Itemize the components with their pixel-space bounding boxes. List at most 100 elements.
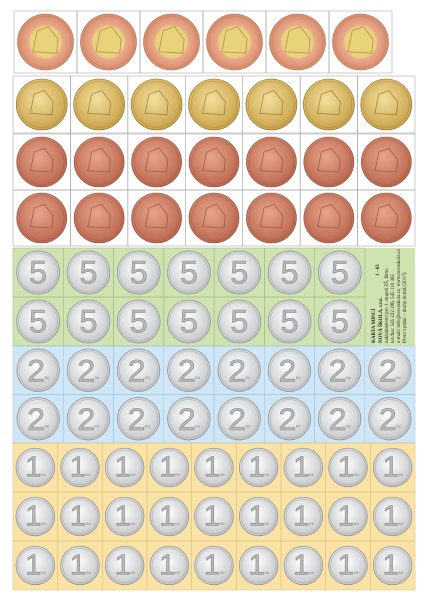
coin: 1 Kč xyxy=(194,447,234,488)
coin-unit: Kč xyxy=(296,375,301,380)
coin-body xyxy=(318,397,362,441)
coin-body xyxy=(238,447,279,488)
coin-numeral: 1 xyxy=(204,452,220,484)
coin-relief xyxy=(87,203,111,229)
coin-rim xyxy=(305,81,353,128)
coin-relief xyxy=(158,26,185,54)
coin: 2 Kč xyxy=(117,348,161,392)
coin: 1 Kč xyxy=(238,447,279,488)
coin: 5 xyxy=(16,299,60,344)
coin: 1 Kč xyxy=(283,447,324,488)
coin-unit: Kč xyxy=(41,570,46,575)
coin-numeral: 2 xyxy=(379,352,397,388)
coin-numeral: 2 xyxy=(128,401,146,437)
coin-unit: Kč xyxy=(309,521,314,526)
coin-rim xyxy=(375,498,411,535)
coin-numeral: 1 xyxy=(159,550,175,582)
coin: 1 Kč xyxy=(372,545,413,586)
coin xyxy=(130,78,183,131)
coin-rim xyxy=(169,350,209,390)
coin-body xyxy=(194,447,234,488)
coin-rim xyxy=(285,449,321,486)
coin-unit: Kč xyxy=(246,375,251,380)
coin-body xyxy=(73,136,125,188)
coin-body xyxy=(149,545,190,586)
coin-body xyxy=(303,78,355,131)
coin-relief xyxy=(347,26,374,54)
coin-body xyxy=(328,545,368,586)
coin-relief xyxy=(87,89,112,116)
coin-body xyxy=(372,496,413,537)
coin-body xyxy=(66,348,110,392)
coin-unit: Kč xyxy=(309,570,314,575)
coin-body xyxy=(217,348,261,392)
coin-rim xyxy=(196,547,232,584)
coin-body xyxy=(188,136,240,188)
coin-rim xyxy=(330,449,366,486)
coin-rim xyxy=(68,252,109,293)
coin-numeral: 2 xyxy=(128,352,146,388)
publisher: NOVÁ ŠKOLA, s.r.o. xyxy=(378,296,384,343)
coin-unit: Kč xyxy=(145,375,150,380)
coin-numeral: 2 xyxy=(279,401,297,437)
coin-rim xyxy=(19,16,72,68)
coin-rim xyxy=(62,449,98,486)
coin-numeral: 1 xyxy=(338,550,354,582)
coin-rim xyxy=(107,547,143,584)
coin-numeral: 1 xyxy=(70,550,86,582)
coin-unit: Kč xyxy=(95,375,100,380)
coin-unit: Kč xyxy=(145,424,150,429)
coin: 2 Kč xyxy=(167,397,211,441)
coin: 1 Kč xyxy=(104,545,145,586)
coin-numeral: 5 xyxy=(180,255,198,291)
coin-rim xyxy=(18,350,58,390)
coin-body xyxy=(328,447,368,488)
coin-rim xyxy=(107,449,143,486)
coin-body xyxy=(104,447,145,488)
coin: 2 Kč xyxy=(217,397,261,441)
coin-unit: Kč xyxy=(264,521,269,526)
coin-rim xyxy=(119,252,159,293)
coin-unit: Kč xyxy=(86,521,91,526)
cell xyxy=(370,540,416,591)
coin-body xyxy=(167,299,211,344)
coin: 1 Kč xyxy=(104,496,145,537)
coin-relief xyxy=(87,147,111,173)
coin-numeral: 2 xyxy=(329,401,347,437)
coin-body xyxy=(217,397,261,441)
coin-rim xyxy=(119,301,159,342)
coin-rim xyxy=(68,399,108,439)
coin: 5 xyxy=(318,299,362,344)
coin-body xyxy=(143,13,200,71)
coin: 5 xyxy=(167,299,211,344)
coin-body xyxy=(60,496,100,537)
coin: 1 Kč xyxy=(194,545,234,586)
coin-rim xyxy=(133,81,180,128)
coin-rim xyxy=(169,252,209,293)
coin xyxy=(303,78,355,131)
coin: 2 Kč xyxy=(117,397,161,441)
coin-rim xyxy=(169,399,209,439)
coin-body xyxy=(73,78,125,131)
coin-rim xyxy=(133,139,180,185)
coin-body xyxy=(73,192,125,244)
coin-rim xyxy=(370,399,410,439)
coin: 2 Kč xyxy=(318,348,362,392)
coin-rim xyxy=(285,547,321,584)
coin xyxy=(245,78,298,131)
coin xyxy=(360,192,412,244)
coin-rim xyxy=(269,350,309,390)
coin-relief xyxy=(259,89,284,116)
coin-numeral: 1 xyxy=(338,452,354,484)
coin-rim xyxy=(363,139,409,185)
coin-rim xyxy=(320,350,360,390)
coin: 1 Kč xyxy=(283,496,324,537)
coin-body xyxy=(116,250,161,295)
coin-numeral: 2 xyxy=(279,352,297,388)
coin-body xyxy=(80,13,137,71)
coin-numeral: 1 xyxy=(159,452,175,484)
coin: 1 Kč xyxy=(60,545,100,586)
coin-numeral: 1 xyxy=(383,501,399,533)
coin: 5 xyxy=(318,250,362,295)
